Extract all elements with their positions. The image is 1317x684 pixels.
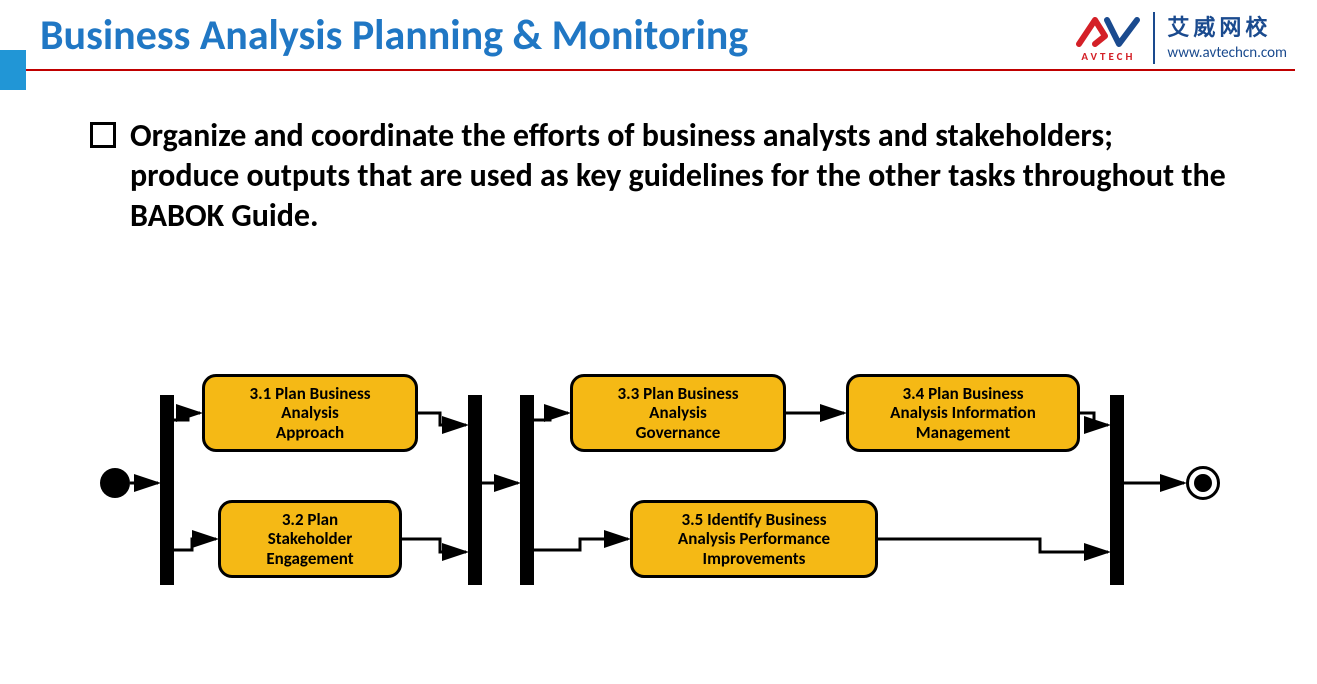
join-bar-1 [468,395,482,585]
logo-cn-title: 艾威网校 [1167,13,1287,43]
task-3-4-label: 3.4 Plan BusinessAnalysis InformationMan… [890,384,1036,443]
task-3-3-label: 3.3 Plan BusinessAnalysisGovernance [617,384,738,443]
fork-bar-1 [160,395,174,585]
task-3-5: 3.5 Identify BusinessAnalysis Performanc… [630,500,878,578]
end-node-icon [1186,466,1220,500]
logo-block: AVTECH 艾威网校 www.avtechcn.com [1075,12,1287,64]
task-3-4: 3.4 Plan BusinessAnalysis InformationMan… [846,374,1080,452]
task-3-3: 3.3 Plan BusinessAnalysisGovernance [570,374,786,452]
task-3-2: 3.2 PlanStakeholderEngagement [218,500,402,578]
join-bar-2 [1110,395,1124,585]
fork-bar-2 [520,395,534,585]
avtech-logo: AVTECH [1075,14,1141,63]
avtech-mark-icon [1075,14,1141,48]
task-3-5-label: 3.5 Identify BusinessAnalysis Performanc… [678,510,830,569]
task-3-1-label: 3.1 Plan BusinessAnalysisApproach [249,384,370,443]
task-3-2-label: 3.2 PlanStakeholderEngagement [266,510,353,569]
task-3-1: 3.1 Plan BusinessAnalysisApproach [202,374,418,452]
logo-text-block: 艾威网校 www.avtechcn.com [1167,13,1287,63]
bullet-square-icon [90,122,116,148]
header: Business Analysis Planning & Monitoring … [0,0,1317,61]
body-paragraph: Organize and coordinate the efforts of b… [130,116,1227,236]
body-text: Organize and coordinate the efforts of b… [0,71,1317,236]
logo-divider [1153,12,1155,64]
logo-url: www.avtechcn.com [1167,43,1287,63]
start-node-icon [100,468,130,498]
end-node-inner [1194,474,1212,492]
activity-diagram: 3.1 Plan BusinessAnalysisApproach 3.2 Pl… [100,360,1240,620]
avtech-label: AVTECH [1081,50,1135,63]
